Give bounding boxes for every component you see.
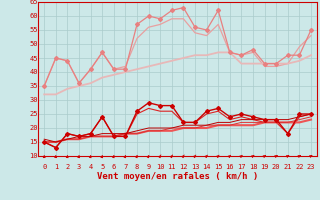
- X-axis label: Vent moyen/en rafales ( km/h ): Vent moyen/en rafales ( km/h ): [97, 172, 258, 181]
